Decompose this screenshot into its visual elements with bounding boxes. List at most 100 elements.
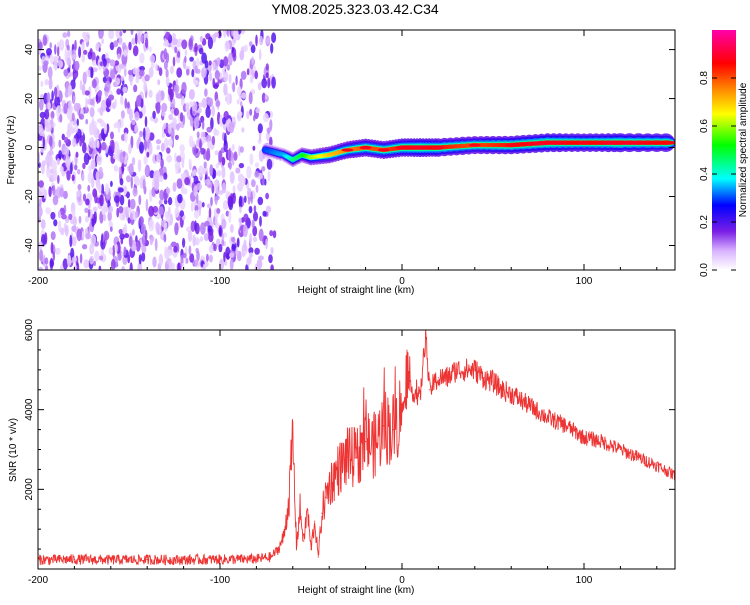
snr-point xyxy=(619,448,622,451)
colorbar-ticks: 0.0 0.2 0.4 0.6 0.8 xyxy=(699,71,736,277)
noise-speckle xyxy=(175,85,178,98)
noise-speckle xyxy=(72,137,77,148)
noise-speckle xyxy=(165,76,170,87)
noise-speckle xyxy=(121,266,125,270)
noise-speckle xyxy=(71,174,75,182)
noise-speckle xyxy=(48,186,52,198)
noise-speckle xyxy=(78,46,82,59)
noise-speckle xyxy=(49,259,55,268)
noise-speckle xyxy=(69,162,73,175)
noise-speckle xyxy=(113,40,119,48)
noise-speckle xyxy=(139,52,145,64)
noise-speckle xyxy=(53,86,58,98)
noise-speckle xyxy=(131,229,135,236)
noise-speckle xyxy=(73,72,78,79)
spectrogram-heatmap xyxy=(38,30,675,270)
snr-point xyxy=(401,409,403,411)
noise-speckle xyxy=(143,155,148,165)
snr-point xyxy=(465,369,467,371)
x-tick-label: 0 xyxy=(399,575,405,586)
noise-speckle xyxy=(112,245,116,258)
noise-speckle xyxy=(238,95,242,101)
noise-speckle xyxy=(143,127,146,141)
noise-speckle xyxy=(119,233,125,240)
noise-speckle xyxy=(184,49,188,57)
noise-speckle xyxy=(213,84,219,90)
noise-speckle xyxy=(59,113,63,123)
noise-speckle xyxy=(127,254,131,264)
noise-speckle xyxy=(101,233,104,247)
noise-speckle xyxy=(235,167,241,174)
ridge-core xyxy=(341,148,354,152)
noise-speckle xyxy=(176,155,182,163)
noise-speckle xyxy=(99,255,104,261)
noise-speckle xyxy=(214,216,218,228)
noise-speckle xyxy=(102,206,109,213)
noise-speckle xyxy=(59,39,65,51)
noise-speckle xyxy=(263,178,267,186)
noise-speckle xyxy=(137,32,141,45)
noise-speckle xyxy=(62,32,68,38)
noise-speckle xyxy=(142,178,146,191)
noise-speckle xyxy=(253,211,258,222)
noise-speckle xyxy=(236,250,242,262)
noise-speckle xyxy=(194,42,198,53)
noise-speckle xyxy=(46,48,52,56)
ridge-core xyxy=(578,141,590,145)
snr-point xyxy=(306,508,308,510)
noise-speckle xyxy=(206,147,211,158)
noise-speckle xyxy=(50,110,55,120)
noise-speckle xyxy=(62,190,68,200)
noise-speckle xyxy=(72,95,76,104)
noise-speckle xyxy=(129,212,133,221)
noise-speckle xyxy=(134,124,139,133)
noise-speckle xyxy=(71,225,77,232)
x-tick-label: -100 xyxy=(210,575,230,586)
noise-speckle xyxy=(148,219,155,232)
noise-speckle xyxy=(251,179,256,187)
colorbar-gradient xyxy=(712,30,736,270)
noise-speckle xyxy=(174,207,180,218)
noise-speckle xyxy=(186,68,190,76)
noise-speckle xyxy=(231,46,235,54)
snr-point xyxy=(638,456,640,459)
noise-speckle xyxy=(255,34,258,47)
noise-speckle xyxy=(109,226,113,232)
noise-speckle xyxy=(237,86,242,97)
noise-speckle xyxy=(223,30,226,37)
noise-speckle xyxy=(92,206,98,212)
noise-speckle xyxy=(85,215,89,223)
noise-speckle xyxy=(249,75,254,84)
noise-speckle xyxy=(146,151,150,158)
noise-speckle xyxy=(163,138,169,151)
noise-speckle xyxy=(249,233,253,245)
noise-speckle xyxy=(257,123,263,134)
noise-speckle xyxy=(203,233,209,242)
noise-speckle xyxy=(103,230,110,241)
noise-speckle xyxy=(90,234,97,246)
noise-speckle xyxy=(55,247,61,255)
noise-speckle xyxy=(174,161,181,170)
noise-speckle xyxy=(128,74,134,83)
noise-speckle xyxy=(209,164,214,177)
noise-speckle xyxy=(223,56,229,67)
noise-speckle xyxy=(272,230,277,239)
noise-speckle xyxy=(215,163,219,169)
y-tick-label: 2000 xyxy=(24,478,35,501)
noise-speckle xyxy=(108,205,114,213)
noise-speckle xyxy=(169,90,173,103)
noise-speckle xyxy=(266,37,271,44)
noise-speckle xyxy=(226,92,231,106)
noise-speckle xyxy=(63,136,69,144)
noise-speckle xyxy=(90,98,95,106)
noise-speckle xyxy=(85,118,89,125)
snr-point xyxy=(656,464,658,466)
snr-point xyxy=(337,468,339,470)
snr-panel: -200 -100 0 100 2000 4000 6000 Height of strai… xyxy=(8,318,676,596)
noise-speckle xyxy=(204,60,209,69)
noise-speckle xyxy=(109,42,115,51)
noise-speckle xyxy=(73,102,80,112)
snr-point xyxy=(501,389,503,391)
ridge-core xyxy=(396,146,408,150)
noise-speckle xyxy=(41,160,46,168)
